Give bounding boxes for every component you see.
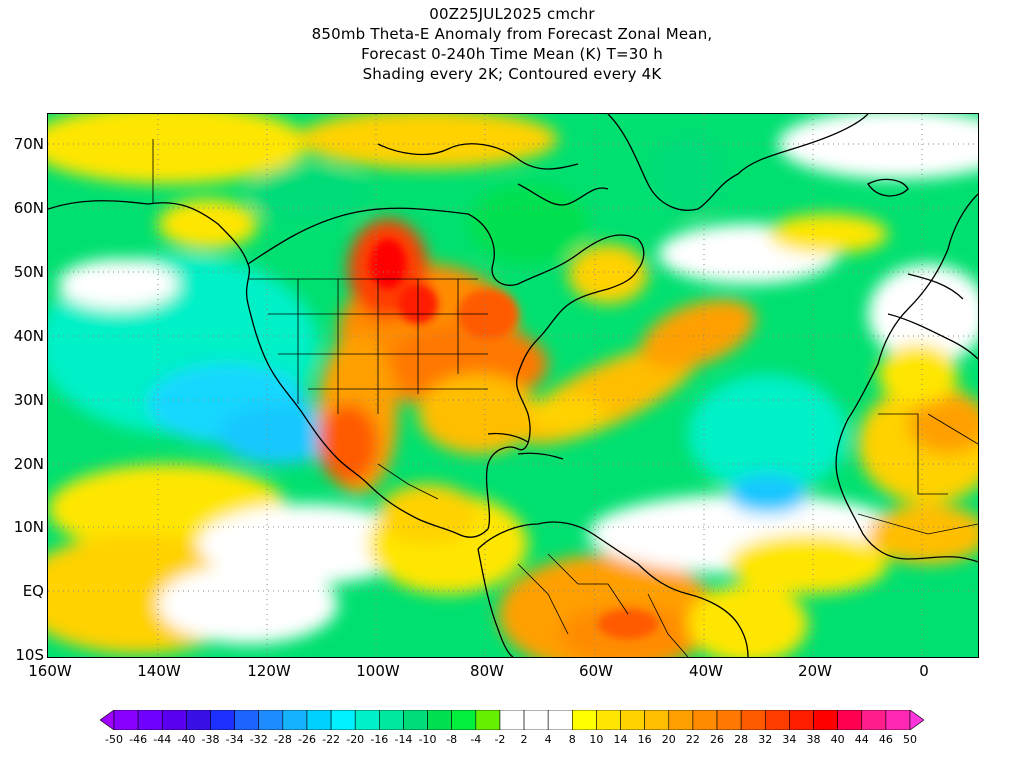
colorbar (100, 710, 924, 730)
lon-label-140w: 140W (137, 662, 181, 680)
colorbar-swatch (644, 710, 670, 730)
colorbar-tick-label: -8 (446, 733, 458, 746)
colorbar-tick-label: -16 (370, 733, 389, 746)
lat-label-50n: 50N (13, 263, 44, 281)
colorbar-swatch (306, 710, 332, 730)
title-line-3: Forecast 0-240h Time Mean (K) T=30 h (361, 45, 663, 63)
colorbar-tick-label: -32 (249, 733, 268, 746)
colorbar-arrow-high (909, 710, 924, 730)
lat-label-eq: EQ (22, 582, 44, 600)
lat-label-40n: 40N (13, 327, 44, 345)
colorbar-swatch (813, 710, 838, 730)
coastlines (48, 114, 978, 657)
colorbar-arrow-low (100, 710, 115, 730)
title-line-4: Shading every 2K; Contoured every 4K (362, 65, 662, 83)
colorbar-tick-label: 2 (520, 733, 528, 746)
colorbar-tick-label: 16 (637, 733, 652, 746)
colorbar-swatch (451, 710, 477, 730)
colorbar-tick-label: -22 (322, 733, 341, 746)
colorbar-tick-label: 50 (903, 733, 917, 746)
shading-detail (370, 239, 658, 639)
lon-label-120w: 120W (247, 662, 291, 680)
colorbar-tick-label: -38 (201, 733, 220, 746)
lon-label-60w: 60W (579, 662, 613, 680)
political-boundaries (152, 139, 978, 657)
colorbar-swatch (282, 710, 308, 730)
colorbar-swatch (137, 710, 163, 730)
colorbar-tick-label: -46 (129, 733, 148, 746)
lon-label-100w: 100W (356, 662, 400, 680)
lon-label-20w: 20W (798, 662, 832, 680)
colorbar-tick-label: 28 (734, 733, 749, 746)
lon-label-160w: 160W (28, 662, 72, 680)
lat-label-30n: 30N (13, 391, 44, 409)
colorbar-tick-label: -10 (418, 733, 437, 746)
colorbar-swatch (161, 710, 187, 730)
colorbar-swatch (234, 710, 260, 730)
colorbar-swatch (596, 710, 621, 730)
shading-field (48, 114, 978, 657)
colorbar-swatch (740, 710, 766, 730)
colorbar-tick-label: 38 (806, 733, 821, 746)
lat-label-10n: 10N (13, 518, 44, 536)
colorbar-swatch (354, 710, 380, 730)
colorbar-tick-label: -26 (297, 733, 316, 746)
colorbar-swatch (716, 710, 742, 730)
colorbar-tick-label: -44 (153, 733, 172, 746)
colorbar-tick-label: 8 (568, 733, 576, 746)
colorbar-swatch (572, 710, 597, 730)
colorbar-swatch (668, 710, 694, 730)
anomaly-map (48, 114, 978, 657)
colorbar-swatch (789, 710, 814, 730)
colorbar-tick-label: 4 (544, 733, 552, 746)
map-panel (47, 113, 979, 658)
lon-label-80w: 80W (470, 662, 504, 680)
colorbar-tick-label: 32 (758, 733, 773, 746)
colorbar-tick-label: -20 (346, 733, 365, 746)
colorbar-swatch (547, 710, 573, 730)
lon-label-40w: 40W (689, 662, 723, 680)
colorbar-swatch (620, 710, 645, 730)
colorbar-tick-label: 10 (589, 733, 604, 746)
colorbar-swatch (499, 710, 525, 730)
colorbar-tick-label: 22 (685, 733, 700, 746)
colorbar-swatch (692, 710, 718, 730)
colorbar-swatch (523, 710, 549, 730)
colorbar-swatch (861, 710, 887, 730)
colorbar-tick-label: 14 (613, 733, 628, 746)
colorbar-swatch (113, 710, 139, 730)
colorbar-tick-label: 20 (661, 733, 676, 746)
chart-title-block: 00Z25JUL2025 cmchr 850mb Theta-E Anomaly… (0, 4, 1024, 84)
colorbar-tick-label: -28 (273, 733, 292, 746)
colorbar-tick-label: -2 (494, 733, 506, 746)
colorbar-swatch (186, 710, 211, 730)
lon-label-0: 0 (919, 662, 929, 680)
colorbar-tick-label: 46 (878, 733, 893, 746)
colorbar-tick-label: -50 (105, 733, 123, 746)
colorbar-swatch (837, 710, 863, 730)
colorbar-swatch (403, 710, 428, 730)
lat-label-70n: 70N (13, 135, 44, 153)
colorbar-swatch (330, 710, 356, 730)
colorbar-swatch (885, 710, 911, 730)
colorbar-tick-label: -40 (177, 733, 196, 746)
lat-label-10s: 10S (15, 646, 44, 664)
colorbar-swatch (379, 710, 404, 730)
title-line-1: 00Z25JUL2025 cmchr (429, 5, 595, 23)
colorbar-tick-label: 26 (710, 733, 725, 746)
colorbar-tick-label: 44 (854, 733, 869, 746)
lat-label-60n: 60N (13, 199, 44, 217)
colorbar-tick-label: -4 (470, 733, 482, 746)
title-line-2: 850mb Theta-E Anomaly from Forecast Zona… (311, 25, 713, 43)
colorbar-tick-label: -34 (225, 733, 244, 746)
colorbar-swatch (427, 710, 452, 730)
colorbar-swatch (258, 710, 284, 730)
colorbar-tick-label: 34 (782, 733, 797, 746)
colorbar-swatch (764, 710, 790, 730)
colorbar-swatch (475, 710, 501, 730)
lat-label-20n: 20N (13, 455, 44, 473)
colorbar-tick-label: 40 (830, 733, 845, 746)
colorbar-swatch (210, 710, 235, 730)
colorbar-tick-label: -14 (394, 733, 413, 746)
